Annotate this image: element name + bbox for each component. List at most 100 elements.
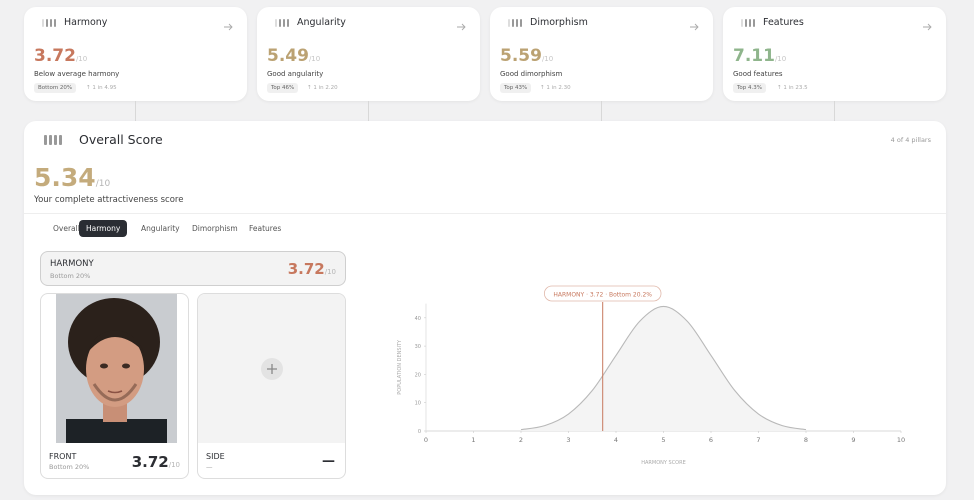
caption: Your complete attractiveness score xyxy=(34,195,184,205)
arrow-icon[interactable] xyxy=(689,17,699,31)
card-title: Angularity xyxy=(297,17,346,28)
card-title: Harmony xyxy=(64,17,108,28)
y-tick-label: 20 xyxy=(415,372,421,378)
score-value: 3.72 xyxy=(287,260,325,278)
x-tick-label: 7 xyxy=(756,436,760,444)
photo-rank: Bottom 20% xyxy=(49,463,90,471)
score-scale: /10 xyxy=(308,55,321,63)
icon xyxy=(508,19,522,27)
connector xyxy=(368,101,369,121)
y-tick-label: 40 xyxy=(415,316,421,322)
rank-badge: Top 4.3% xyxy=(733,83,767,93)
score-value: 3.72 xyxy=(34,46,76,66)
selected-rank: Bottom 20% xyxy=(50,272,91,280)
icon xyxy=(42,19,56,27)
score-value: 7.11 xyxy=(733,46,775,66)
tab[interactable]: Harmony xyxy=(79,220,128,237)
y-tick-label: 10 xyxy=(415,401,421,407)
selected-score: 3.72/10 xyxy=(288,260,336,278)
photo-label: FRONT xyxy=(49,452,77,461)
side-photo-card[interactable]: SIDE — — xyxy=(197,293,346,479)
pillar-card[interactable]: Harmony 3.72/10 Below average harmony Botto… xyxy=(24,7,247,101)
score-scale: /10 xyxy=(324,268,336,276)
x-tick-label: 5 xyxy=(661,436,665,444)
score-value: 3.72 xyxy=(131,453,169,471)
card-description: Good dimorphism xyxy=(500,70,563,78)
x-axis-label: HARMONY SCORE xyxy=(641,460,686,466)
card-title: Dimorphism xyxy=(530,17,588,28)
overall-score: 5.34/10 xyxy=(34,163,110,192)
x-tick-label: 2 xyxy=(519,436,523,444)
photo-rank: — xyxy=(206,463,213,471)
arrow-icon[interactable] xyxy=(456,17,466,31)
rank-badge: Top 46% xyxy=(267,83,299,93)
y-tick-label: 30 xyxy=(415,344,421,350)
score-scale: /10 xyxy=(95,179,111,189)
tabs: Overall Harmony Angularity Dimorphism Featur… xyxy=(34,220,434,238)
tab[interactable]: Overall xyxy=(53,224,80,233)
x-tick-label: 6 xyxy=(709,436,713,444)
card-title: Features xyxy=(763,17,804,28)
odds-badge: ↑ 1 in 23.5 xyxy=(777,85,808,91)
main-panel: Overall Score 4 of 4 pillars 5.34/10 You… xyxy=(24,121,946,495)
y-tick-label: 0 xyxy=(418,429,421,435)
x-tick-label: 1 xyxy=(471,436,475,444)
connector xyxy=(834,101,835,121)
arrow-icon[interactable] xyxy=(223,17,233,31)
x-tick-label: 3 xyxy=(566,436,570,444)
density-chart: 0 1 2 3 4 5 6 7 8 9 10 0 10 20 30 40 HARMONY SCORE POPULA… xyxy=(397,285,905,466)
tab[interactable]: Dimorphism xyxy=(192,224,238,233)
connector xyxy=(135,101,136,121)
divider xyxy=(24,213,946,214)
add-photo-button[interactable] xyxy=(260,357,284,381)
card-score: 5.59/10 xyxy=(500,46,553,66)
density-curve xyxy=(520,305,807,431)
score-value: 5.59 xyxy=(500,46,542,66)
pillar-card[interactable]: Features 7.11/10 Good features Top 4.3% ↑ 1 … xyxy=(723,7,946,101)
card-score: 3.72/10 xyxy=(34,46,87,66)
connector xyxy=(601,101,602,121)
card-score: 7.11/10 xyxy=(733,46,786,66)
score-scale: /10 xyxy=(774,55,787,63)
tab[interactable]: Angularity xyxy=(141,224,180,233)
x-tick-label: 0 xyxy=(424,436,428,444)
score-value: 5.34 xyxy=(34,163,96,192)
odds-badge: ↑ 1 in 2.20 xyxy=(307,85,338,91)
pillar-count: 4 of 4 pillars xyxy=(890,136,931,144)
photo-score: 3.72/10 xyxy=(132,453,180,471)
rank-badge: Top 43% xyxy=(500,83,532,93)
x-tick-label: 8 xyxy=(804,436,808,444)
icon xyxy=(44,135,62,145)
rank-badge: Bottom 20% xyxy=(34,83,77,93)
marker-label: HARMONY · 3.72 · Bottom 20.2% xyxy=(553,292,652,299)
score-scale: /10 xyxy=(168,461,180,469)
front-photo-card: FRONT Bottom 20% 3.72/10 xyxy=(40,293,189,479)
selected-pillar: HARMONY Bottom 20% 3.72/10 xyxy=(40,251,346,286)
x-tick-label: 10 xyxy=(897,436,905,444)
score-value: 5.49 xyxy=(267,46,309,66)
photo-score: — xyxy=(322,454,335,469)
density-area xyxy=(521,306,806,431)
icon xyxy=(275,19,289,27)
pillar-card[interactable]: Dimorphism 5.59/10 Good dimorphism Top 43% ↑… xyxy=(490,7,713,101)
tab[interactable]: Features xyxy=(249,224,282,233)
x-tick-label: 4 xyxy=(614,436,618,444)
panel-title: Overall Score xyxy=(79,132,163,147)
card-description: Good features xyxy=(733,70,783,78)
y-axis-label: POPULATION DENSITY xyxy=(397,339,403,395)
card-description: Good angularity xyxy=(267,70,324,78)
marker-label-box xyxy=(543,285,662,302)
x-tick-label: 9 xyxy=(851,436,855,444)
odds-badge: ↑ 1 in 2.30 xyxy=(540,85,571,91)
photo-label: SIDE xyxy=(206,452,225,461)
pillar-card[interactable]: Angularity 5.49/10 Good angularity Top 46% ↑… xyxy=(257,7,480,101)
odds-badge: ↑ 1 in 4.95 xyxy=(86,85,117,91)
score-scale: /10 xyxy=(541,55,554,63)
icon xyxy=(741,19,755,27)
arrow-icon[interactable] xyxy=(922,17,932,31)
front-photo xyxy=(56,294,177,443)
score-scale: /10 xyxy=(75,55,88,63)
card-description: Below average harmony xyxy=(34,70,120,78)
selected-label: HARMONY xyxy=(50,259,94,269)
